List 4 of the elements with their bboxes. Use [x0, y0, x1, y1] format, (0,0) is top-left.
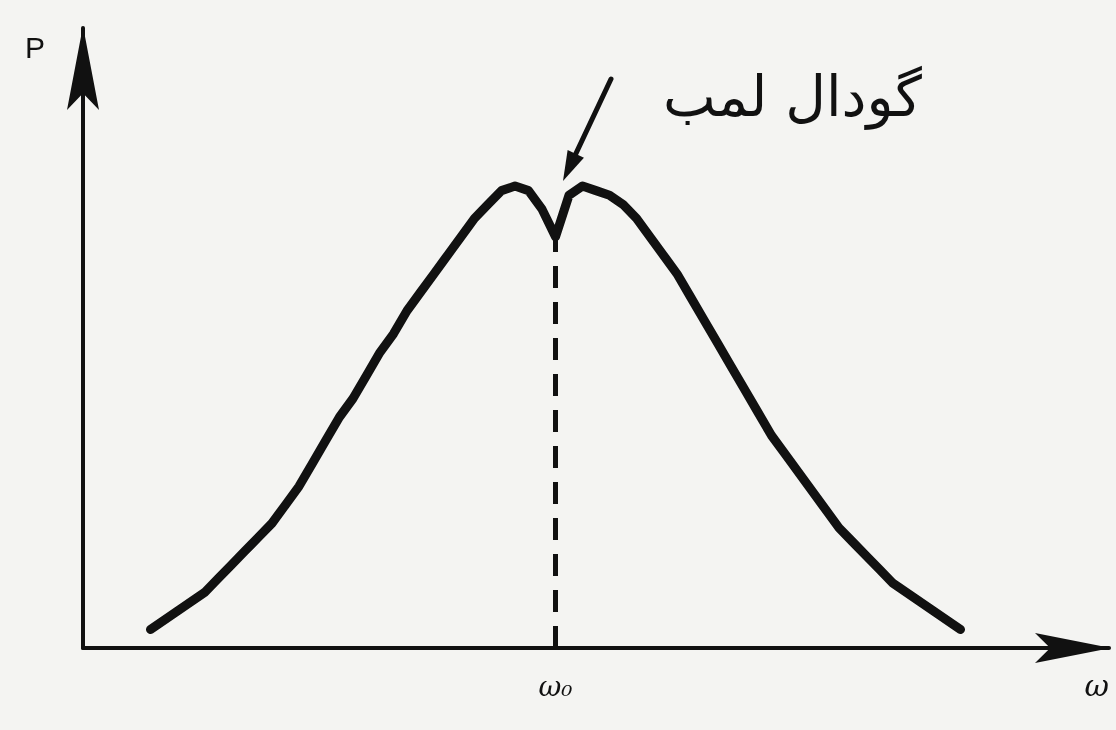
text: گودال لمب	[663, 64, 923, 131]
y-axis-title: P	[24, 30, 45, 64]
x-axis-title: ω	[1084, 667, 1109, 703]
text: ω₀	[538, 669, 573, 703]
